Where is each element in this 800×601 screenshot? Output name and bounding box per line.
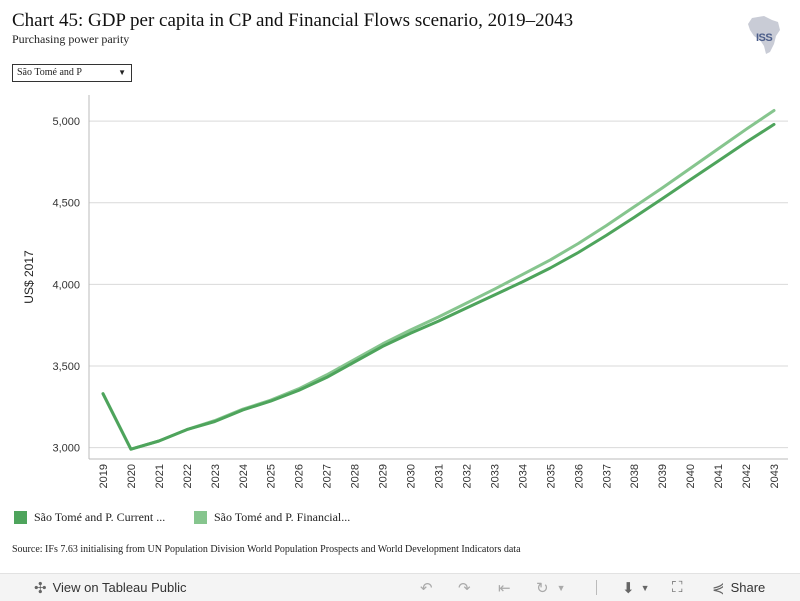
logo-text: ISS <box>756 32 773 44</box>
y-tick-label: 5,000 <box>52 116 80 128</box>
x-tick-label: 2038 <box>629 464 641 488</box>
line-chart: 3,000 3,500 4,000 4,500 5,000 2019 2020 2021 202… <box>22 95 788 488</box>
x-tick-label: 2024 <box>238 464 250 488</box>
country-filter-dropdown[interactable]: São Tomé and P ▼ <box>12 64 132 82</box>
iss-logo: ISS <box>738 12 790 56</box>
x-tick-label: 2041 <box>713 464 725 488</box>
legend-item-financial-flows[interactable]: São Tomé and P. Financial... <box>194 510 350 525</box>
legend-label-current-path: São Tomé and P. Current ... <box>34 510 166 524</box>
x-tick-label: 2043 <box>769 464 781 488</box>
undo-button[interactable]: ↶ <box>420 574 433 601</box>
legend-swatch-financial-flows <box>194 511 207 524</box>
series-line-current-path <box>101 122 776 451</box>
x-tick-label: 2039 <box>657 464 669 488</box>
y-axis-title: US$ 2017 <box>22 250 36 304</box>
legend-item-current-path[interactable]: São Tomé and P. Current ... <box>14 510 165 525</box>
x-tick-label: 2025 <box>266 464 278 488</box>
fullscreen-icon: ⛶ <box>672 579 683 596</box>
share-icon: ⋞ <box>712 579 725 597</box>
redo-icon: ↷ <box>458 579 471 597</box>
y-tick-label: 3,500 <box>52 361 80 373</box>
share-button[interactable]: ⋞ Share <box>712 574 765 601</box>
dropdown-arrow-icon: ▼ <box>118 68 126 77</box>
x-tick-label: 2026 <box>294 464 306 488</box>
x-tick-label: 2029 <box>378 464 390 488</box>
tableau-icon: ✣ <box>34 579 47 597</box>
revert-button[interactable]: ⇤ <box>498 574 511 601</box>
view-on-tableau-link[interactable]: ✣ View on Tableau Public <box>34 574 187 601</box>
refresh-dropdown-icon: ▼ <box>556 582 566 593</box>
x-tick-label: 2036 <box>573 464 585 488</box>
view-on-tableau-label: View on Tableau Public <box>52 580 187 595</box>
x-tick-label: 2040 <box>685 464 697 488</box>
refresh-button[interactable]: ↻ ▼ <box>536 574 566 601</box>
series-line-financial-flows <box>101 109 776 451</box>
chart-subtitle: Purchasing power parity <box>12 32 130 46</box>
x-tick-label: 2037 <box>601 464 613 488</box>
x-tick-label: 2031 <box>434 464 446 488</box>
revert-icon: ⇤ <box>498 579 511 597</box>
x-tick-label: 2020 <box>126 464 138 488</box>
x-tick-label: 2042 <box>741 464 753 488</box>
y-tick-label: 4,500 <box>52 198 80 210</box>
toolbar-separator <box>596 580 597 595</box>
africa-map-icon <box>748 16 780 54</box>
download-icon: ⬇ <box>622 579 635 597</box>
legend-label-financial-flows: São Tomé and P. Financial... <box>214 510 351 524</box>
refresh-icon: ↻ <box>536 579 549 597</box>
x-tick-label: 2027 <box>322 464 334 488</box>
x-tick-label: 2033 <box>489 464 501 488</box>
x-tick-label: 2028 <box>350 464 362 488</box>
y-tick-label: 4,000 <box>52 279 80 291</box>
redo-button[interactable]: ↷ <box>458 574 471 601</box>
download-button[interactable]: ⬇ ▼ <box>622 574 650 601</box>
x-tick-label: 2034 <box>517 464 529 488</box>
download-dropdown-icon: ▼ <box>640 582 650 593</box>
fullscreen-button[interactable]: ⛶ <box>672 574 683 601</box>
x-tick-label: 2032 <box>461 464 473 488</box>
x-tick-label: 2023 <box>210 464 222 488</box>
tableau-toolbar: ✣ View on Tableau Public ↶ ↷ ⇤ ↻ ▼ ⬇ ▼ ⛶ ⋞… <box>0 573 800 601</box>
x-tick-label: 2021 <box>154 464 166 488</box>
share-label: Share <box>730 580 766 595</box>
x-tick-label: 2022 <box>182 464 194 488</box>
x-tick-label: 2030 <box>406 464 418 488</box>
dropdown-selected-value: São Tomé and P <box>17 67 82 78</box>
x-tick-label: 2019 <box>98 464 110 488</box>
legend-swatch-current-path <box>14 511 27 524</box>
source-note: Source: IFs 7.63 initialising from UN Po… <box>12 544 521 555</box>
undo-icon: ↶ <box>420 579 433 597</box>
x-tick-label: 2035 <box>545 464 557 488</box>
y-tick-label: 3,000 <box>52 443 80 455</box>
chart-title: Chart 45: GDP per capita in CP and Finan… <box>12 10 574 31</box>
